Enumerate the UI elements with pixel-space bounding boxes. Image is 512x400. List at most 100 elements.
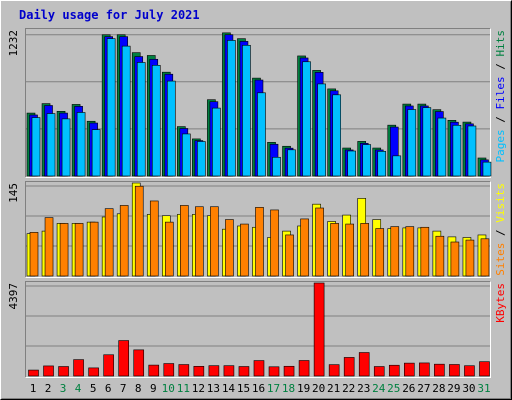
pages-bar-day-6: Pages 6: 1159 xyxy=(106,38,116,177)
sites-bar-day-2: Sites 2: 91 xyxy=(44,217,54,277)
kbytes-bar-day-3: KBytes 3: 448 xyxy=(58,366,69,377)
sites-bar-day-12: Sites 12: 108 xyxy=(195,206,204,277)
sites-bar-day-9: Sites 9: 117 xyxy=(149,200,159,277)
sites-bar-day-24: Sites 24: 74 xyxy=(375,228,385,277)
sites-bar-day-19: Sites 19: 89 xyxy=(300,218,309,277)
day-label: 24 xyxy=(372,382,386,395)
day-label: 27 xyxy=(417,382,430,395)
pages-bar-day-17: Pages 17: 158 xyxy=(272,156,281,177)
sites-bar-day-30: Sites 30: 56 xyxy=(465,239,475,277)
sites-bar-day-5: Sites 5: 84 xyxy=(89,221,99,277)
sites-bar-day-22: Sites 22: 81 xyxy=(345,223,354,277)
day-label: 31 xyxy=(477,382,490,395)
legend-entry: Visits xyxy=(494,183,507,223)
pages-bar-day-18: Pages 18: 221 xyxy=(287,149,296,177)
pages-bar-day-11: Pages 11: 355 xyxy=(182,133,191,177)
legend-entry: Sites xyxy=(494,243,507,276)
day-label: 14 xyxy=(222,382,236,395)
day-label: 2 xyxy=(45,382,52,395)
pages-bar-day-21: Pages 21: 685 xyxy=(332,94,341,177)
day-label: 19 xyxy=(297,382,310,395)
sites-bar-day-27: Sites 27: 76 xyxy=(420,226,430,277)
kbytes-bar-day-7: KBytes 7: 1676 xyxy=(118,340,129,377)
sites-bar-day-17: Sites 17: 103 xyxy=(270,209,279,277)
day-label: 17 xyxy=(267,382,280,395)
day-label: 12 xyxy=(192,382,205,395)
pages-bar-day-9: Pages 9: 934 xyxy=(151,65,161,177)
legend-entry: Hits xyxy=(494,30,507,57)
pages-bar-day-29: Pages 29: 428 xyxy=(452,124,462,177)
legend-entry: KBytes xyxy=(494,283,507,323)
pages-bar-day-3: Pages 3: 482 xyxy=(61,118,71,177)
pages-bar-day-10: Pages 10: 801 xyxy=(166,80,176,177)
sites-bar-day-14: Sites 14: 88 xyxy=(225,219,234,277)
kbytes-bar-day-13: KBytes 13: 489 xyxy=(208,365,220,377)
kbytes-bar-day-23: KBytes 23: 1110 xyxy=(358,352,370,377)
day-label: 13 xyxy=(207,382,220,395)
kbytes-bar-day-28: KBytes 28: 559 xyxy=(434,363,445,377)
kbytes-bar-day-31: KBytes 31: 677 xyxy=(479,361,490,377)
pages-bar-day-16: Pages 16: 702 xyxy=(257,92,266,177)
chart-title: Daily usage for July 2021 xyxy=(19,8,200,22)
pages-bar-day-31: Pages 31: 117 xyxy=(482,161,492,177)
plot-bevel-dark xyxy=(25,181,491,278)
day-label: 10 xyxy=(162,382,175,395)
sites-bar-day-16: Sites 16: 107 xyxy=(255,207,264,277)
legend-entry: / xyxy=(494,110,507,130)
pages-bar-day-7: Pages 7: 1096 xyxy=(121,45,131,177)
day-label: 28 xyxy=(432,382,445,395)
plot-bevel-light xyxy=(25,28,491,178)
day-label: 20 xyxy=(312,382,325,395)
kbytes-bar-day-26: KBytes 26: 609 xyxy=(404,362,415,377)
kbytes-bar-day-20: KBytes 20: 4397 xyxy=(313,282,325,377)
sites-bar-day-28: Sites 28: 62 xyxy=(435,235,445,277)
day-label: 23 xyxy=(357,382,370,395)
kbytes-bar-day-8: KBytes 8: 1236 xyxy=(133,349,145,377)
sites-bar-day-29: Sites 29: 53 xyxy=(450,241,460,277)
sites-bar-day-13: Sites 13: 108 xyxy=(210,206,219,277)
sites-bar-day-6: Sites 6: 105 xyxy=(104,208,114,277)
plot-bevel-light xyxy=(25,181,491,278)
day-label: 22 xyxy=(342,382,355,395)
day-label: 18 xyxy=(282,382,295,395)
kbytes-bar-day-10: KBytes 10: 589 xyxy=(163,363,175,377)
kbytes-bar-day-17: KBytes 17: 436 xyxy=(268,366,280,377)
sites-bar-day-1: Sites 1: 68 xyxy=(29,232,39,277)
kbytes-bar-day-27: KBytes 27: 618 xyxy=(419,362,430,377)
sites-bar-day-26: Sites 26: 77 xyxy=(405,226,415,277)
kbytes-bar-day-24: KBytes 24: 448 xyxy=(373,366,385,377)
kbytes-bar-day-6: KBytes 6: 1004 xyxy=(103,354,114,377)
plot-bevel-light xyxy=(25,281,491,378)
sites-bar-day-10: Sites 10: 84 xyxy=(164,221,174,277)
day-label: 30 xyxy=(462,382,475,395)
day-label: 4 xyxy=(75,382,82,395)
kbytes-bar-day-5: KBytes 5: 383 xyxy=(88,367,99,377)
pages-bar-day-27: Pages 27: 577 xyxy=(422,107,432,177)
pages-bar-day-23: Pages 23: 265 xyxy=(362,144,372,177)
day-label: 29 xyxy=(447,382,460,395)
sites-bar-day-7: Sites 7: 110 xyxy=(119,205,129,277)
pages-bar-day-22: Pages 22: 211 xyxy=(347,150,356,177)
sites-bar-day-8: Sites 8: 140 xyxy=(134,185,144,277)
plot-bevel-dark xyxy=(25,281,491,378)
legend-entry: Pages xyxy=(494,129,507,162)
legend-visits-sites: Sites / Visits xyxy=(494,183,507,276)
day-label: 5 xyxy=(90,382,97,395)
kbytes-bar-day-19: KBytes 19: 733 xyxy=(298,360,310,377)
pages-bar-day-8: Pages 8: 958 xyxy=(136,62,146,177)
legend-kbytes: KBytes xyxy=(494,283,507,323)
hits-files-pages-panel: Hits 1: 531Hits 2: 611Hits 3: 546Hits 4:… xyxy=(7,28,507,178)
kbytes-bar-day-30: KBytes 30: 486 xyxy=(464,365,475,377)
pages-bar-day-19: Pages 19: 964 xyxy=(302,61,311,177)
kbytes-bar-day-15: KBytes 15: 448 xyxy=(238,366,250,377)
visits-sites-panel: Visits 1: 66Visits 2: 70Visits 3: 82Visi… xyxy=(7,181,507,278)
pages-bar-day-12: Pages 12: 291 xyxy=(197,141,206,177)
legend-entry: Files xyxy=(494,76,507,109)
day-label: 11 xyxy=(177,382,190,395)
day-axis-labels: 1 2 3 4 5 6 7 8 9 10 11 12 13 14 15 16 17 18 19 20 21 22 23 24 2… xyxy=(30,382,491,395)
kbytes-bar-day-9: KBytes 9: 516 xyxy=(148,364,160,377)
kbytes-bar-day-12: KBytes 12: 458 xyxy=(193,366,205,377)
pages-bar-day-13: Pages 13: 573 xyxy=(212,107,221,177)
pages-bar-day-30: Pages 30: 422 xyxy=(467,125,477,177)
